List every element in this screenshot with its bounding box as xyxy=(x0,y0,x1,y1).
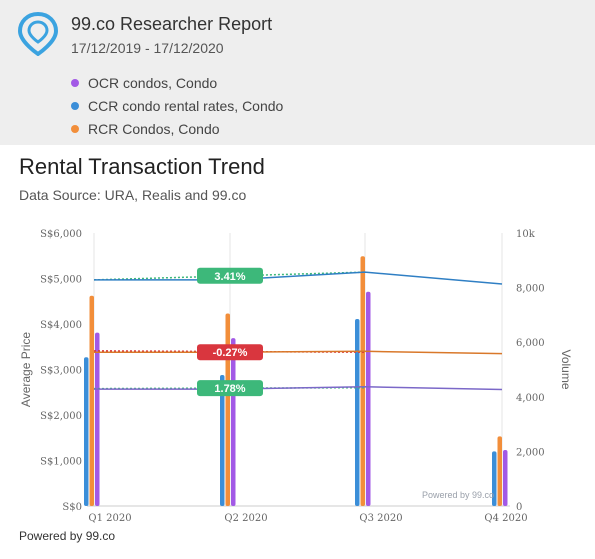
legend-label: OCR condos, Condo xyxy=(88,74,218,91)
legend-label: CCR condo rental rates, Condo xyxy=(88,97,284,114)
change-badge xyxy=(197,267,263,284)
volume-bar xyxy=(89,295,94,506)
volume-bar xyxy=(355,318,360,506)
y-tick-left: S$6,000 xyxy=(40,229,82,240)
section-title: Rental Transaction Trend xyxy=(19,154,265,179)
price-line xyxy=(94,271,503,285)
change-badge xyxy=(197,380,263,397)
y-tick-right: 2,000 xyxy=(516,447,545,458)
y-tick-right: 10k xyxy=(516,229,536,240)
change-badge-label: -0.27% xyxy=(213,347,248,359)
y-axis-title-left: Average Price xyxy=(19,332,33,407)
x-tick-label: Q2 2020 xyxy=(224,513,267,524)
rental-trend-chart: S$0 S$1,000 S$2,000 S$3,000 S$4,000 S$5,000 S$… xyxy=(19,229,573,524)
change-badge xyxy=(197,344,263,361)
x-tick-label: Q4 2020 xyxy=(484,513,527,524)
volume-bar xyxy=(497,436,502,506)
chart-credit: Powered by 99.co xyxy=(422,490,494,500)
volume-bar xyxy=(492,451,497,506)
volume-bar xyxy=(366,291,371,506)
y-tick-left: S$5,000 xyxy=(40,275,82,286)
y-tick-right: 4,000 xyxy=(516,393,545,404)
price-line xyxy=(94,350,503,355)
volume-bar xyxy=(225,313,230,506)
x-tick-label: Q1 2020 xyxy=(88,513,131,524)
legend-item-ocr[interactable]: OCR condos, Condo xyxy=(71,71,283,94)
legend-label: RCR Condos, Condo xyxy=(88,120,220,137)
legend-dot xyxy=(71,101,79,110)
y-tick-right: 0 xyxy=(516,502,522,513)
volume-bar xyxy=(231,338,236,506)
y-tick-right: 8,000 xyxy=(516,284,545,295)
legend-dot xyxy=(71,78,79,87)
volume-bar xyxy=(84,357,89,506)
y-axis-title-right: Volume xyxy=(559,349,573,389)
y-tick-left: S$1,000 xyxy=(40,457,82,468)
location-pin-icon xyxy=(18,12,58,56)
powered-by-footer: Powered by 99.co xyxy=(19,529,116,543)
y-tick-left: S$2,000 xyxy=(40,411,82,422)
legend: OCR condos, Condo CCR condo rental rates… xyxy=(71,71,283,140)
x-tick-label: Q3 2020 xyxy=(359,513,402,524)
price-line xyxy=(94,386,503,391)
legend-item-ccr[interactable]: CCR condo rental rates, Condo xyxy=(71,94,283,117)
change-badge-label: 3.41% xyxy=(214,271,245,283)
volume-bar xyxy=(95,332,100,506)
report-date-range: 17/12/2019 - 17/12/2020 xyxy=(71,40,224,56)
volume-bar xyxy=(360,256,365,506)
volume-bar xyxy=(503,450,508,506)
data-source-text: Data Source: URA, Realis and 99.co xyxy=(19,187,247,203)
volume-bar xyxy=(220,374,225,506)
change-badge-label: 1.78% xyxy=(214,383,245,395)
legend-item-rcr[interactable]: RCR Condos, Condo xyxy=(71,117,283,140)
report-header: 99.co Researcher Report 17/12/2019 - 17/… xyxy=(0,0,595,145)
y-tick-right: 6,000 xyxy=(516,338,545,349)
legend-dot xyxy=(71,124,79,133)
y-tick-left: S$4,000 xyxy=(40,320,82,331)
y-tick-left: S$3,000 xyxy=(40,366,82,377)
y-tick-left: S$0 xyxy=(62,502,82,513)
report-title: 99.co Researcher Report xyxy=(71,14,273,34)
trend-line xyxy=(93,271,366,281)
